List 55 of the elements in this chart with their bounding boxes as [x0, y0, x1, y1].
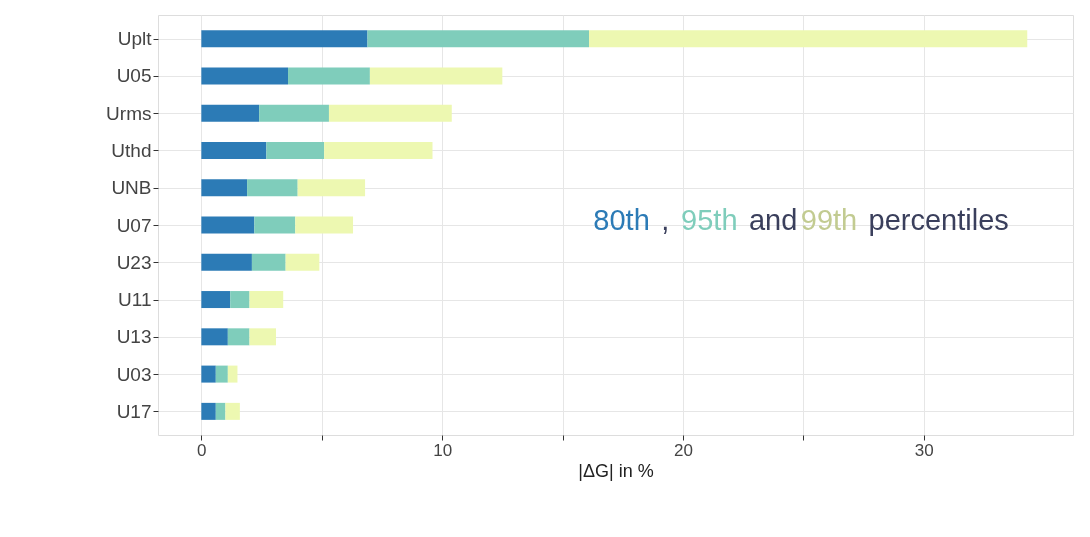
bar	[215, 365, 228, 383]
annotation: ,	[661, 203, 670, 236]
bar	[259, 104, 329, 122]
y-tick-label: U23	[116, 251, 152, 273]
bar	[227, 365, 238, 383]
bar	[297, 179, 366, 197]
bar	[201, 216, 255, 234]
bar	[247, 179, 298, 197]
bar	[230, 291, 250, 309]
text: 99th	[800, 203, 858, 236]
bar	[201, 402, 216, 420]
bar	[201, 104, 260, 122]
bar	[328, 104, 452, 122]
y-tick-label: Urms	[106, 102, 152, 124]
bar	[285, 253, 320, 271]
bar	[254, 216, 296, 234]
x-tick-label: 0	[197, 440, 207, 460]
bar	[249, 328, 276, 346]
bar	[201, 179, 248, 197]
bar	[201, 328, 228, 346]
y-tick-label: Uplt	[117, 28, 153, 50]
text: 95th	[681, 203, 738, 236]
bar	[251, 253, 286, 271]
bar	[225, 402, 240, 420]
annotation: and	[748, 203, 798, 236]
x-tick-label: 30	[914, 440, 934, 460]
bar	[367, 30, 590, 48]
bar	[201, 30, 368, 48]
bar	[201, 365, 216, 383]
y-tick-label: UNB	[111, 177, 152, 199]
bar	[201, 291, 231, 309]
bar	[201, 141, 267, 159]
bar	[201, 253, 252, 271]
y-tick-label: U07	[116, 214, 152, 236]
x-tick-label: 20	[673, 440, 693, 460]
bar	[324, 141, 433, 159]
bar	[589, 30, 1028, 48]
y-tick-label: Uthd	[111, 139, 152, 161]
bar	[249, 291, 284, 309]
bar	[295, 216, 354, 234]
annotation: percentiles	[868, 203, 1009, 236]
y-tick-label: U13	[116, 326, 152, 348]
text: 80th	[593, 203, 650, 236]
x-axis-title: |ΔG| in %	[578, 460, 654, 481]
bar	[288, 67, 370, 85]
bar	[369, 67, 503, 85]
bar	[201, 67, 289, 85]
bar	[266, 141, 325, 159]
bar	[215, 402, 226, 420]
y-tick-label: U11	[118, 289, 152, 311]
x-tick-label: 10	[433, 440, 453, 460]
bar	[227, 328, 250, 346]
y-tick-label: U03	[116, 363, 152, 385]
y-tick-label: U05	[116, 65, 152, 87]
y-tick-label: U17	[116, 400, 152, 422]
